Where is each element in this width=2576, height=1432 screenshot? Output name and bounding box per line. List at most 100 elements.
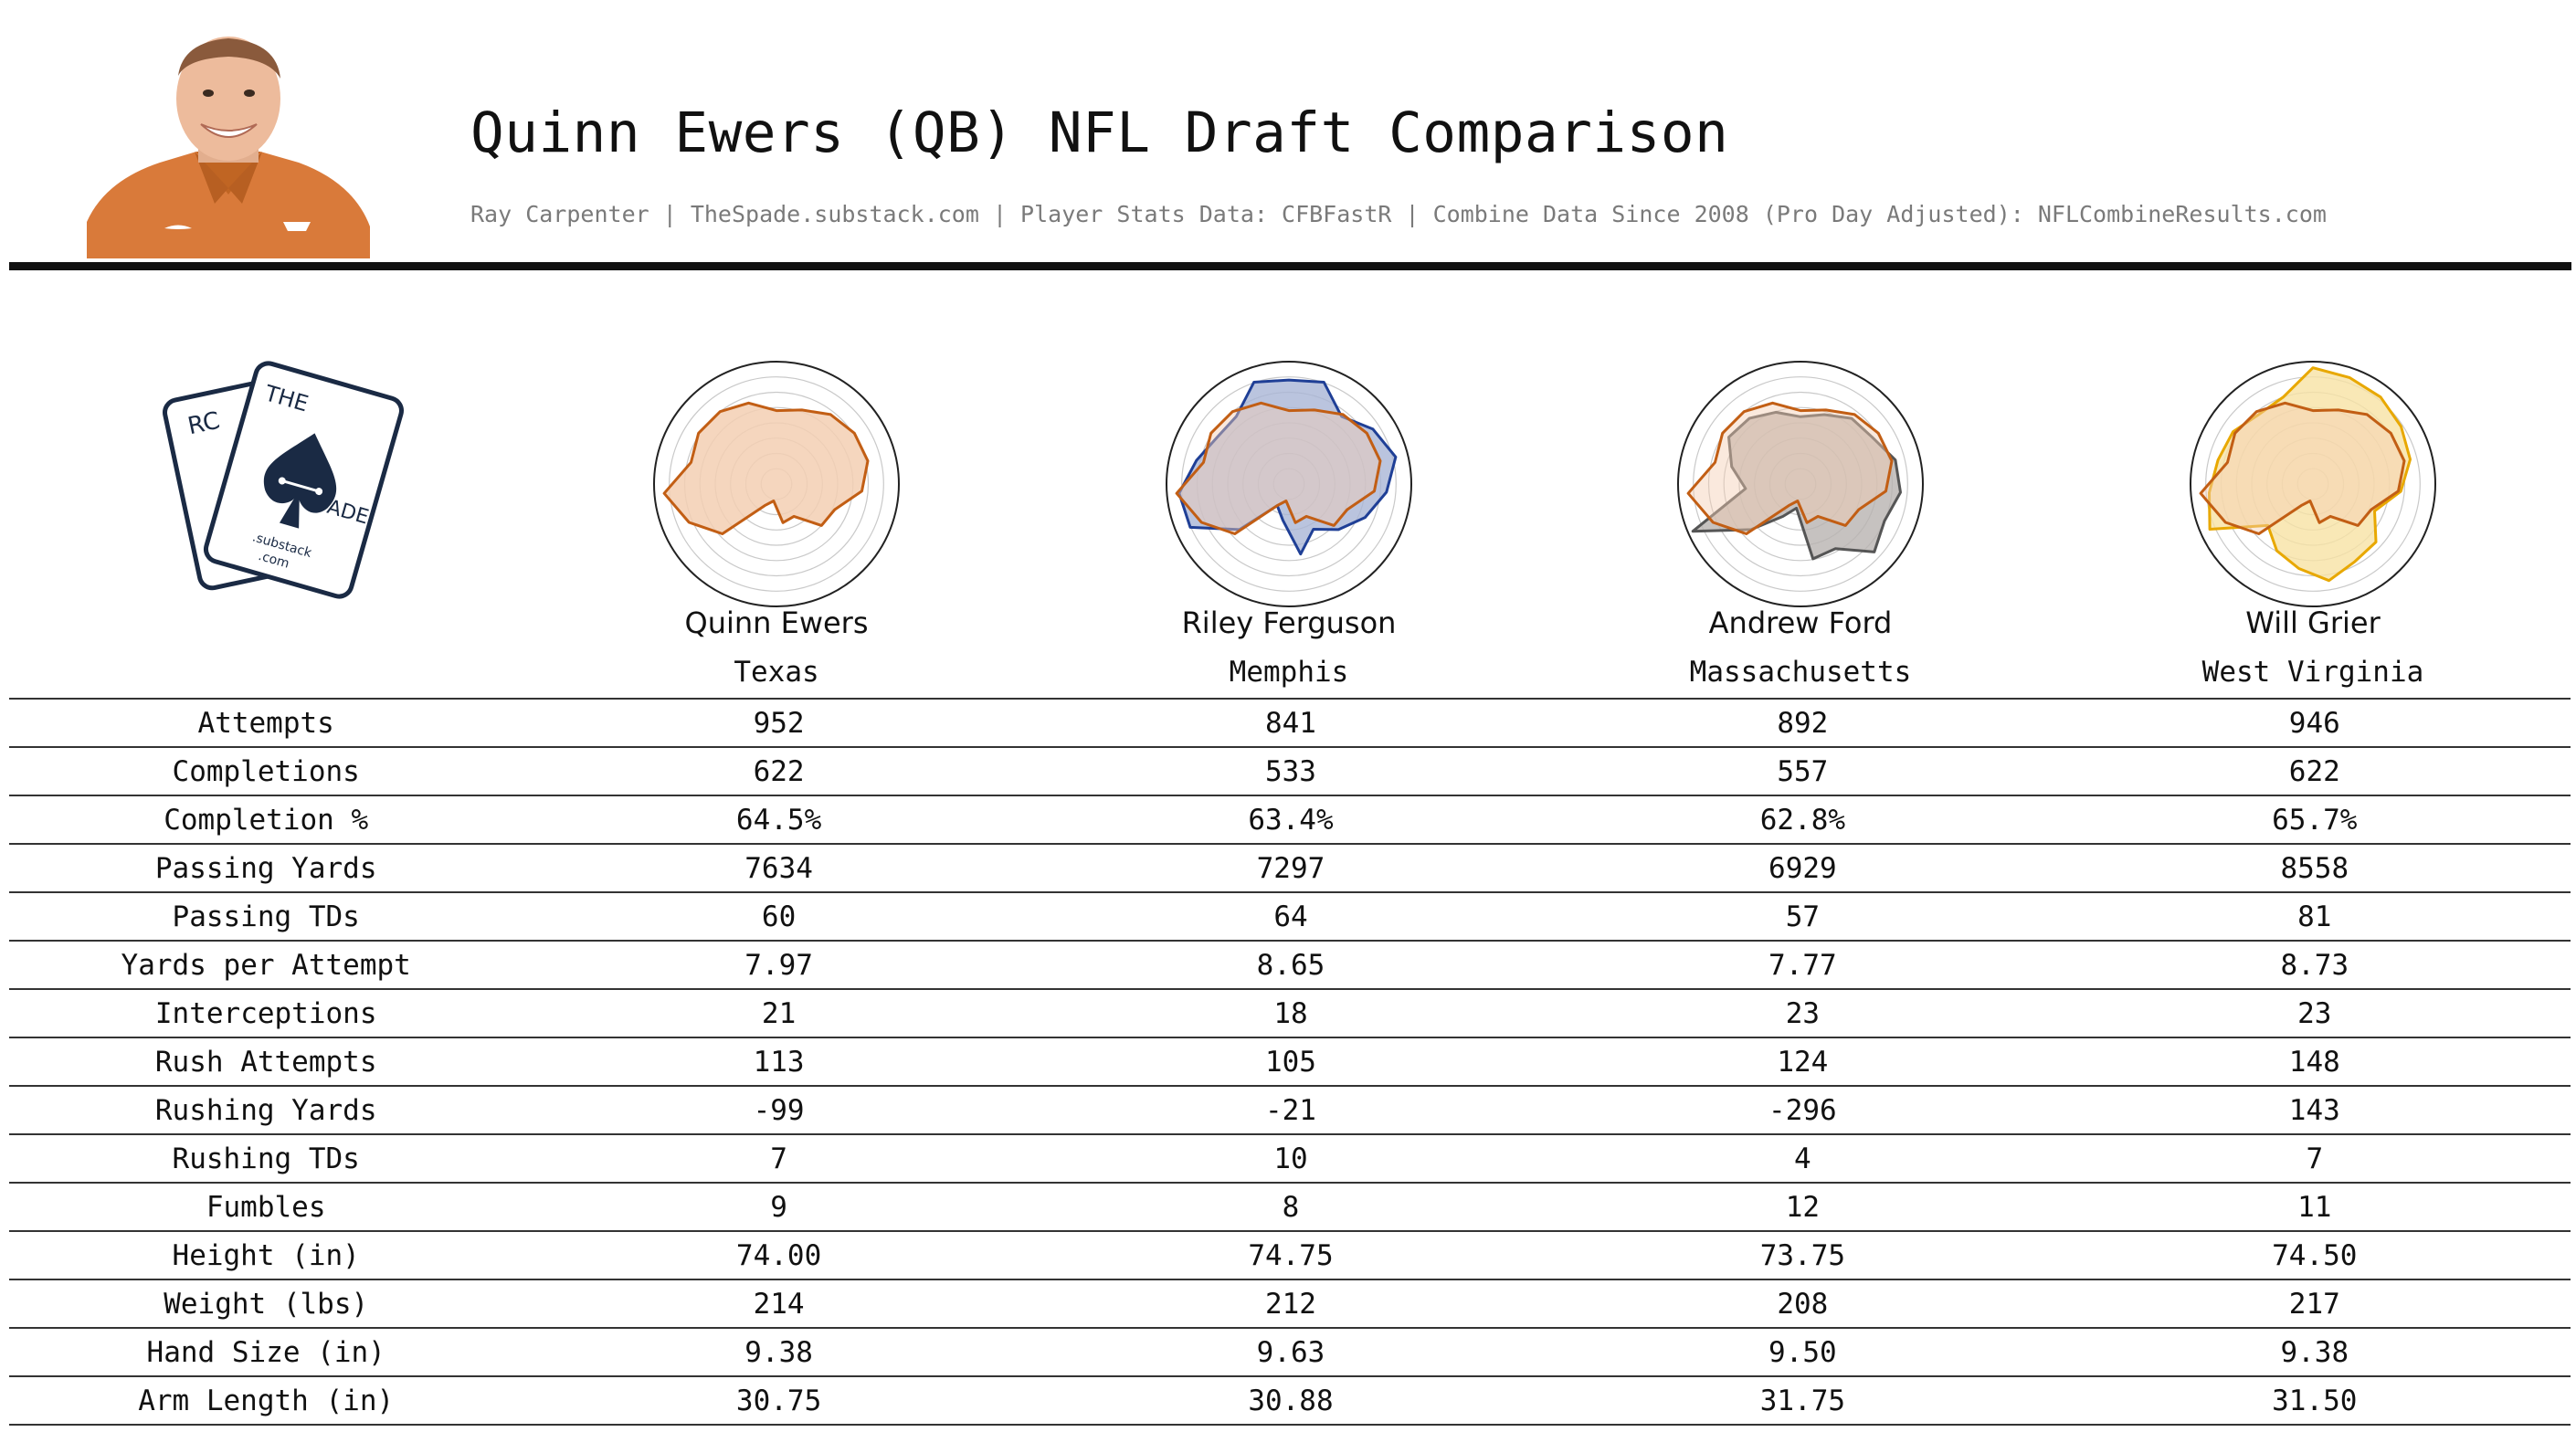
stat-value: 214 — [523, 1279, 1035, 1328]
svg-text:RC: RC — [185, 407, 222, 441]
stat-label: Completions — [9, 746, 523, 795]
stat-value: 622 — [2058, 746, 2571, 795]
player-headshot — [87, 37, 370, 258]
radar-outer-ring — [1166, 361, 1412, 607]
player-name: Will Grier — [2245, 605, 2381, 640]
stat-value: 533 — [1034, 746, 1547, 795]
table-row: Arm Length (in) 30.75 30.88 31.75 31.50 — [9, 1375, 2571, 1426]
radar-grid-ring — [669, 376, 884, 592]
stat-value: -99 — [523, 1085, 1035, 1134]
stat-value: 62.8% — [1547, 795, 2059, 844]
stat-label: Fumbles — [9, 1182, 523, 1231]
stat-label: Rushing Yards — [9, 1085, 523, 1134]
stat-value: 63.4% — [1034, 795, 1547, 844]
stat-label: Arm Length (in) — [9, 1375, 523, 1426]
stat-value: 7297 — [1034, 843, 1547, 892]
stat-value: 952 — [523, 698, 1035, 747]
stat-value: 74.75 — [1034, 1230, 1547, 1279]
page-title: Quinn Ewers (QB) NFL Draft Comparison — [470, 100, 1729, 165]
stat-value: 124 — [1547, 1037, 2059, 1086]
stat-value: 148 — [2058, 1037, 2571, 1086]
stat-value: 8.65 — [1034, 940, 1547, 989]
stat-label: Rushing TDs — [9, 1133, 523, 1183]
stat-value: 113 — [523, 1037, 1035, 1086]
radar-grid-ring — [1693, 376, 1908, 592]
stat-value: 9.38 — [523, 1327, 1035, 1376]
stat-value: 31.75 — [1547, 1375, 2059, 1426]
stat-value: 74.50 — [2058, 1230, 2571, 1279]
stat-value: 105 — [1034, 1037, 1547, 1086]
stat-value: 4 — [1547, 1133, 2059, 1183]
player-team: Memphis — [1229, 656, 1349, 689]
player-name: Quinn Ewers — [684, 605, 869, 640]
table-row: Interceptions 21 18 23 23 — [9, 988, 2571, 1037]
table-row: Completions 622 533 557 622 — [9, 746, 2571, 795]
stat-value: 64.5% — [523, 795, 1035, 844]
player-team: Texas — [734, 656, 819, 689]
radar-chart-will-grier — [2190, 361, 2436, 607]
stat-value: 7.77 — [1547, 940, 2059, 989]
player-name: Riley Ferguson — [1181, 605, 1397, 640]
stat-value: 64 — [1034, 891, 1547, 941]
radar-series-will-grier — [2208, 366, 2412, 583]
stat-label: Height (in) — [9, 1230, 523, 1279]
radar-outer-ring — [1677, 361, 1924, 607]
radar-grid-ring — [1181, 376, 1397, 592]
stat-value: 73.75 — [1547, 1230, 2059, 1279]
stat-label: Yards per Attempt — [9, 940, 523, 989]
stat-value: 7 — [523, 1133, 1035, 1183]
stat-value: 30.75 — [523, 1375, 1035, 1426]
stat-value: 12 — [1547, 1182, 2059, 1231]
stat-value: 7 — [2058, 1133, 2571, 1183]
stat-label: Completion % — [9, 795, 523, 844]
stat-value: 21 — [523, 988, 1035, 1037]
radar-series-riley-ferguson — [1177, 378, 1398, 556]
table-row: Rush Attempts 113 105 124 148 — [9, 1037, 2571, 1086]
table-row: Yards per Attempt 7.97 8.65 7.77 8.73 — [9, 940, 2571, 989]
stat-label: Passing TDs — [9, 891, 523, 941]
table-row: Fumbles 9 8 12 11 — [9, 1182, 2571, 1231]
radar-chart-andrew-ford — [1677, 361, 1924, 607]
page-subtitle: Ray Carpenter | TheSpade.substack.com | … — [470, 201, 2327, 227]
stat-value: -21 — [1034, 1085, 1547, 1134]
table-row: Passing TDs 60 64 57 81 — [9, 891, 2571, 941]
stats-table: Attempts 952 841 892 946 Completions 622 533 55… — [9, 698, 2571, 1426]
stat-value: 31.50 — [2058, 1375, 2571, 1426]
stat-value: 81 — [2058, 891, 2571, 941]
table-row: Weight (lbs) 214 212 208 217 — [9, 1279, 2571, 1328]
stat-value: 208 — [1547, 1279, 2059, 1328]
stat-value: 60 — [523, 891, 1035, 941]
stat-value: 11 — [2058, 1182, 2571, 1231]
stat-value: 557 — [1547, 746, 2059, 795]
stat-value: 7.97 — [523, 940, 1035, 989]
stat-value: 74.00 — [523, 1230, 1035, 1279]
stat-value: 217 — [2058, 1279, 2571, 1328]
stat-label: Hand Size (in) — [9, 1327, 523, 1376]
radar-series-quinn-ewers — [662, 401, 870, 535]
table-row: Height (in) 74.00 74.75 73.75 74.50 — [9, 1230, 2571, 1279]
radar-chart-riley-ferguson — [1166, 361, 1412, 607]
stat-value: 892 — [1547, 698, 2059, 747]
stat-value: 946 — [2058, 698, 2571, 747]
stat-value: 8.73 — [2058, 940, 2571, 989]
table-row: Passing Yards 7634 7297 6929 8558 — [9, 843, 2571, 892]
stat-value: 212 — [1034, 1279, 1547, 1328]
radar-series-quinn-ewers — [2199, 401, 2406, 535]
stat-value: 7634 — [523, 843, 1035, 892]
player-team: West Virginia — [2201, 656, 2424, 689]
table-row: Completion % 64.5% 63.4% 62.8% 65.7% — [9, 795, 2571, 844]
player-team: Massachusetts — [1689, 656, 1912, 689]
stat-value: 23 — [2058, 988, 2571, 1037]
table-row: Attempts 952 841 892 946 — [9, 698, 2571, 747]
stat-value: 18 — [1034, 988, 1547, 1037]
radar-outer-ring — [653, 361, 900, 607]
table-row: Rushing TDs 7 10 4 7 — [9, 1133, 2571, 1183]
stat-value: 143 — [2058, 1085, 2571, 1134]
stat-value: 9.50 — [1547, 1327, 2059, 1376]
stat-value: 6929 — [1547, 843, 2059, 892]
stat-value: 841 — [1034, 698, 1547, 747]
radar-series-quinn-ewers — [1686, 401, 1894, 535]
radar-chart-quinn-ewers — [653, 361, 900, 607]
stat-value: 65.7% — [2058, 795, 2571, 844]
radar-outer-ring — [2190, 361, 2436, 607]
